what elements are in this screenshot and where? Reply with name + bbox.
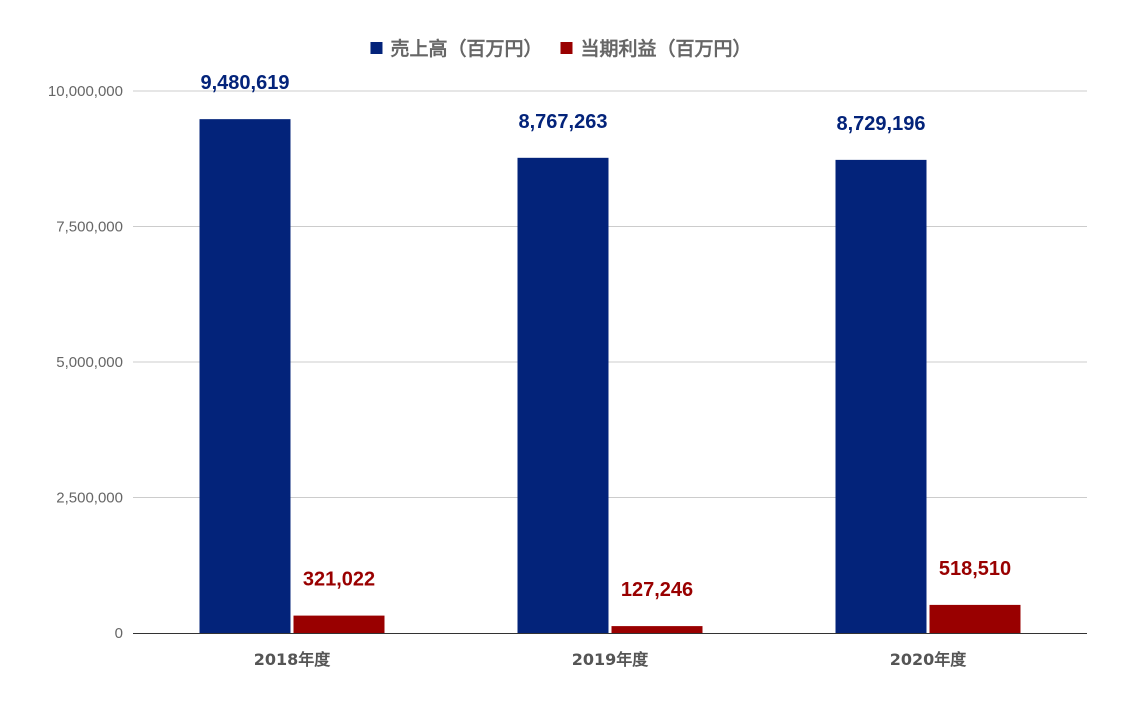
bar-profit-0 xyxy=(293,615,385,633)
gridlines xyxy=(133,90,1087,498)
data-labels: 9,480,619 321,022 8,767,263 127,246 8,729,19… xyxy=(201,72,1012,601)
y-tick-label: 5,000,000 xyxy=(56,354,123,371)
x-axis: 2018年度 2019年度 2020年度 xyxy=(133,633,1087,669)
y-tick-label: 2,500,000 xyxy=(56,490,123,507)
bars xyxy=(199,119,1021,634)
y-tick-label: 7,500,000 xyxy=(56,219,123,236)
bar-profit-1 xyxy=(611,626,703,633)
legend-swatch-profit xyxy=(560,42,573,54)
data-label-sales-1: 8,767,263 xyxy=(519,111,608,133)
y-tick-label: 10,000,000 xyxy=(48,83,123,100)
bar-sales-1 xyxy=(517,157,609,634)
y-tick-label: 0 xyxy=(115,625,123,642)
bar-profit-2 xyxy=(929,604,1021,633)
x-tick-label: 2019年度 xyxy=(572,650,650,669)
legend: 売上高（百万円） 当期利益（百万円） xyxy=(370,37,752,60)
bar-sales-0 xyxy=(199,119,291,633)
data-label-profit-1: 127,246 xyxy=(621,579,693,601)
bar-sales-2 xyxy=(835,159,927,634)
data-label-sales-0: 9,480,619 xyxy=(201,72,290,94)
legend-label-sales: 売上高（百万円） xyxy=(390,37,542,60)
data-label-profit-0: 321,022 xyxy=(303,569,375,591)
data-label-profit-2: 518,510 xyxy=(939,558,1011,580)
data-label-sales-2: 8,729,196 xyxy=(837,113,926,135)
x-tick-label: 2020年度 xyxy=(890,650,968,669)
y-axis-ticks: 0 2,500,000 5,000,000 7,500,000 10,000,000 xyxy=(48,83,123,642)
legend-swatch-sales xyxy=(370,42,383,54)
legend-label-profit: 当期利益（百万円） xyxy=(581,37,752,60)
x-tick-label: 2018年度 xyxy=(254,650,332,669)
